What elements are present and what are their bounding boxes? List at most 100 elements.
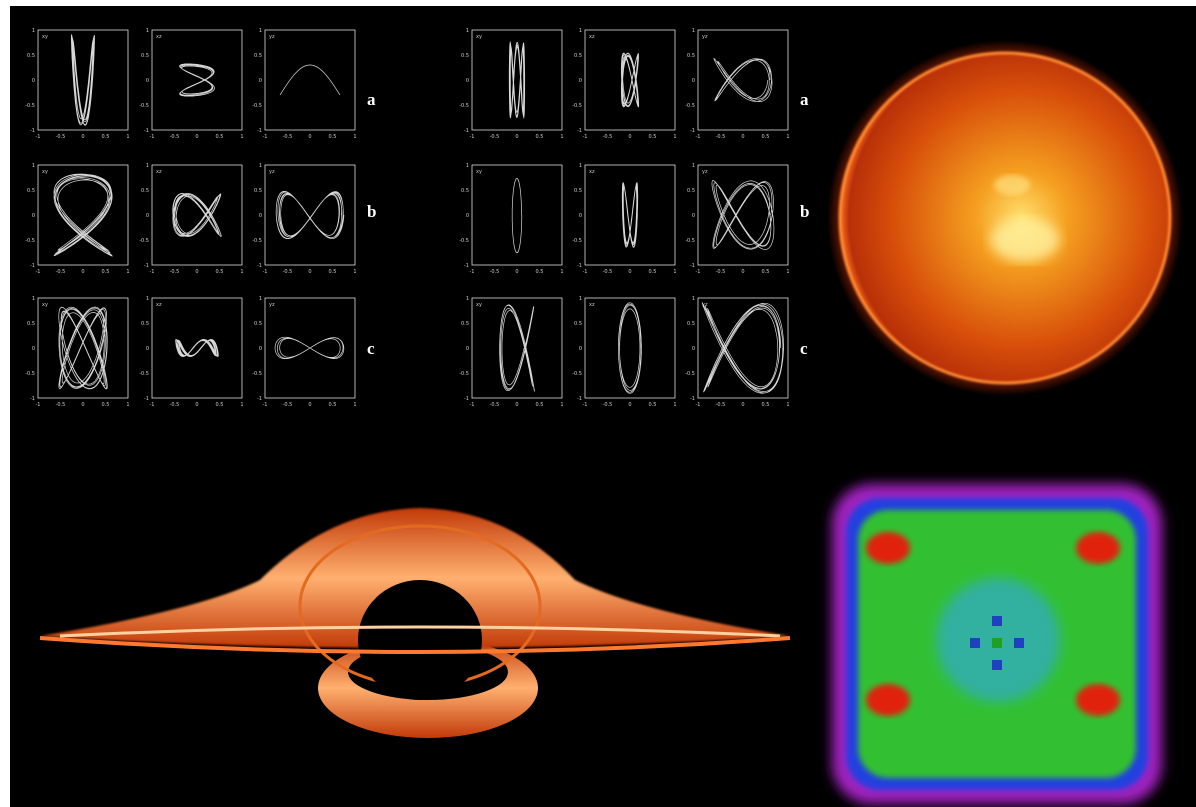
sun-image bbox=[827, 40, 1183, 396]
x-tick-label: 1 bbox=[673, 134, 676, 140]
x-tick-label: 0.5 bbox=[329, 402, 337, 408]
orbit bbox=[508, 40, 526, 119]
y-tick-label: 0 bbox=[259, 346, 262, 352]
x-tick-label: -0.5 bbox=[603, 134, 613, 140]
x-tick-label: 1 bbox=[126, 134, 129, 140]
y-tick-label: 0 bbox=[692, 346, 695, 352]
orbit bbox=[620, 52, 640, 108]
y-tick-label: 0.5 bbox=[141, 53, 149, 59]
y-tick-label: -0.5 bbox=[252, 103, 262, 109]
panel-tag: xy bbox=[42, 302, 48, 308]
y-tick-label: 0 bbox=[466, 78, 469, 84]
x-tick-label: -1 bbox=[583, 402, 588, 408]
y-tick-label: 0.5 bbox=[254, 321, 262, 327]
y-tick-label: -1 bbox=[690, 396, 695, 402]
plot-frame bbox=[471, 297, 563, 399]
orbit bbox=[175, 339, 219, 358]
x-tick-label: -1 bbox=[36, 269, 41, 275]
y-tick-label: -0.5 bbox=[459, 103, 469, 109]
y-tick-label: -1 bbox=[464, 128, 469, 134]
plot-frame bbox=[264, 29, 356, 131]
y-tick-label: 0 bbox=[146, 78, 149, 84]
x-tick-label: 0 bbox=[81, 269, 84, 275]
x-tick-label: -0.5 bbox=[603, 402, 613, 408]
orbit bbox=[711, 180, 775, 250]
x-tick-label: -1 bbox=[36, 402, 41, 408]
x-tick-label: 0.5 bbox=[536, 134, 544, 140]
orbit bbox=[179, 63, 215, 97]
x-tick-label: -0.5 bbox=[56, 134, 66, 140]
x-tick-label: -0.5 bbox=[603, 269, 613, 275]
x-tick-label: 1 bbox=[786, 402, 789, 408]
orbit bbox=[618, 302, 642, 394]
x-tick-label: 0 bbox=[81, 134, 84, 140]
x-tick-label: -1 bbox=[150, 134, 155, 140]
panel-tag: xy bbox=[42, 34, 48, 40]
y-tick-label: -1 bbox=[30, 128, 35, 134]
x-tick-label: 1 bbox=[126, 402, 129, 408]
x-tick-label: -1 bbox=[696, 402, 701, 408]
plot-frame bbox=[151, 164, 243, 266]
x-tick-label: 1 bbox=[673, 269, 676, 275]
x-tick-label: 0.5 bbox=[649, 402, 657, 408]
x-tick-label: 0 bbox=[195, 402, 198, 408]
y-tick-label: 0.5 bbox=[574, 321, 582, 327]
y-tick-label: 0.5 bbox=[687, 188, 695, 194]
row-label: a bbox=[367, 90, 376, 109]
x-tick-label: -0.5 bbox=[170, 134, 180, 140]
orbit bbox=[275, 190, 345, 240]
x-tick-label: -0.5 bbox=[716, 269, 726, 275]
x-tick-label: -1 bbox=[470, 269, 475, 275]
x-tick-label: -0.5 bbox=[490, 134, 500, 140]
x-tick-label: -1 bbox=[263, 134, 268, 140]
x-tick-label: -0.5 bbox=[283, 402, 293, 408]
y-tick-label: -1 bbox=[690, 128, 695, 134]
plot-frame bbox=[37, 164, 129, 266]
x-tick-label: 0 bbox=[81, 402, 84, 408]
y-tick-label: -1 bbox=[257, 263, 262, 269]
x-tick-label: -0.5 bbox=[490, 402, 500, 408]
y-tick-label: -1 bbox=[577, 396, 582, 402]
x-tick-label: 0.5 bbox=[102, 269, 110, 275]
x-tick-label: -0.5 bbox=[283, 269, 293, 275]
x-tick-label: 0.5 bbox=[536, 402, 544, 408]
x-tick-label: 0.5 bbox=[536, 269, 544, 275]
x-tick-label: 1 bbox=[353, 134, 356, 140]
panel-tag: xz bbox=[589, 169, 595, 175]
y-tick-label: 0.5 bbox=[141, 321, 149, 327]
x-tick-label: 1 bbox=[353, 402, 356, 408]
y-tick-label: -1 bbox=[144, 263, 149, 269]
orbit bbox=[279, 64, 341, 96]
y-tick-label: -1 bbox=[30, 396, 35, 402]
y-tick-label: 1 bbox=[692, 296, 695, 302]
panel-tag: yz bbox=[269, 302, 275, 308]
y-tick-label: -0.5 bbox=[139, 103, 149, 109]
orbit bbox=[70, 33, 95, 126]
y-tick-label: 1 bbox=[692, 163, 695, 169]
plot-frame bbox=[471, 29, 563, 131]
y-tick-label: 0 bbox=[146, 346, 149, 352]
y-tick-label: 0.5 bbox=[574, 188, 582, 194]
x-tick-label: -0.5 bbox=[170, 269, 180, 275]
panel-tag: xy bbox=[476, 302, 482, 308]
row-label: b bbox=[800, 202, 809, 221]
y-tick-label: -0.5 bbox=[685, 238, 695, 244]
y-tick-label: 0.5 bbox=[574, 53, 582, 59]
plot-frame bbox=[264, 297, 356, 399]
y-tick-label: -1 bbox=[30, 263, 35, 269]
orbit bbox=[511, 178, 523, 254]
y-tick-label: 0 bbox=[32, 346, 35, 352]
x-tick-label: -0.5 bbox=[716, 402, 726, 408]
panel-tag: xz bbox=[589, 34, 595, 40]
y-tick-label: -1 bbox=[577, 128, 582, 134]
panel-tag: xy bbox=[476, 34, 482, 40]
x-tick-label: 0.5 bbox=[216, 134, 224, 140]
x-tick-label: -1 bbox=[150, 402, 155, 408]
y-tick-label: 1 bbox=[579, 163, 582, 169]
x-tick-label: 1 bbox=[240, 269, 243, 275]
plot-frame bbox=[37, 297, 129, 399]
x-tick-label: -1 bbox=[36, 134, 41, 140]
panel-tag: yz bbox=[702, 302, 708, 308]
y-tick-label: -0.5 bbox=[252, 238, 262, 244]
